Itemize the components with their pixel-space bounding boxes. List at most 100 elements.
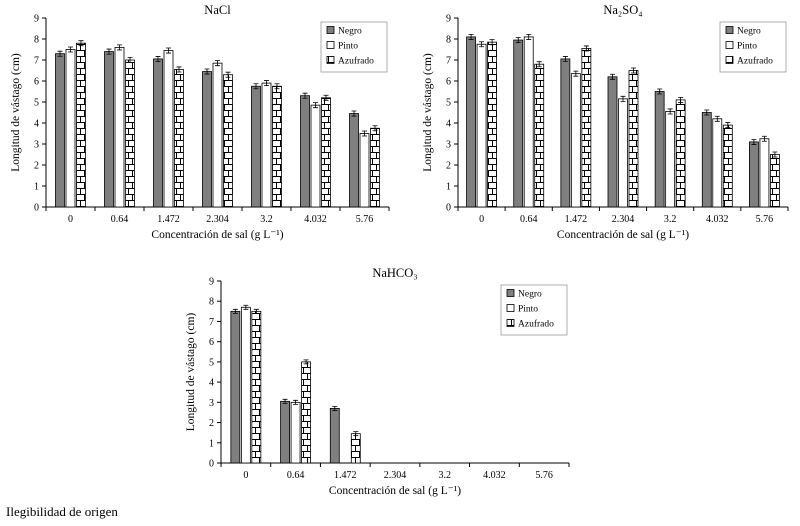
y-tick-label: 8 — [446, 35, 451, 46]
error-bar — [264, 80, 269, 87]
error-bar — [667, 108, 673, 115]
bar-negro — [701, 112, 712, 208]
legend-swatch-pinto — [326, 41, 335, 49]
bar-negro — [300, 95, 310, 208]
x-tick-label: 0.64 — [287, 470, 305, 481]
error-bar — [176, 66, 182, 73]
y-tick-label: 0 — [34, 203, 39, 214]
error-bar — [610, 73, 615, 80]
y-tick-label: 2 — [446, 161, 451, 172]
bar-azufrado — [272, 85, 282, 208]
legend-label: Pinto — [737, 42, 757, 52]
bar-negro — [230, 310, 241, 464]
error-bar — [772, 151, 778, 158]
x-tick-label: 1.472 — [334, 470, 357, 481]
error-bar — [351, 110, 357, 117]
x-axis-label: Concentración de sal (g L⁻¹) — [151, 229, 283, 241]
error-bar — [657, 88, 663, 95]
legend-label: Pinto — [518, 305, 538, 315]
error-bar — [155, 56, 161, 62]
bar-pinto — [261, 82, 272, 208]
y-tick-label: 3 — [446, 140, 451, 151]
y-tick-label: 0 — [446, 203, 451, 214]
y-tick-label: 3 — [34, 140, 39, 151]
error-bar — [714, 115, 720, 122]
error-bar — [302, 92, 308, 99]
error-bar — [225, 71, 231, 78]
error-bar — [583, 45, 589, 52]
error-bar — [332, 405, 338, 411]
bar-pinto — [712, 118, 723, 208]
y-axis-label: Longitud de vástago (cm) — [10, 53, 22, 172]
error-bar — [68, 46, 73, 53]
error-bar — [704, 109, 710, 116]
bar-azufrado — [350, 433, 361, 464]
error-bar — [536, 61, 542, 68]
y-tick-label: 2 — [209, 418, 214, 429]
y-axis-label: Longitud de vástago (cm) — [185, 313, 197, 432]
y-tick-label: 9 — [209, 277, 214, 288]
legend-label: Pinto — [338, 42, 358, 52]
y-tick-label: 2 — [34, 161, 39, 172]
bar-negro — [55, 53, 65, 208]
error-bar — [232, 308, 238, 314]
y-tick-label: 9 — [34, 14, 39, 25]
chart-na2so4: 0 1 2 3 4 5 6 7 8 9 Na₂SO₄ 0 0.64 1.472 2.304 3.2 4.032 5… — [420, 2, 792, 247]
chart-svg: 0 1 2 3 4 5 6 7 8 9 Na₂SO₄ 0 0.64 1.472 2.304 3.2 4.032 5… — [422, 3, 789, 241]
x-tick-label: 5.76 — [356, 214, 374, 225]
error-bar — [243, 304, 249, 310]
bar-azufrado — [370, 127, 380, 208]
bar-azufrado — [722, 124, 733, 208]
x-tick-label: 5.76 — [535, 470, 553, 481]
bar-negro — [513, 39, 524, 208]
bar-negro — [329, 407, 340, 464]
bar-negro — [466, 36, 476, 208]
error-bar — [372, 125, 378, 132]
error-bar — [353, 431, 359, 437]
error-bar — [362, 130, 367, 137]
bar-azufrado — [487, 41, 497, 208]
y-tick-label: 6 — [34, 77, 39, 88]
bar-azufrado — [581, 48, 592, 208]
legend-label: Negro — [518, 290, 542, 300]
figure-caption: Ilegibilidad de origen — [6, 504, 118, 519]
error-bar — [293, 399, 299, 405]
bar-pinto — [570, 73, 581, 208]
error-bar — [78, 40, 84, 47]
legend-swatch-azufrado — [326, 56, 335, 64]
error-bar — [127, 57, 133, 63]
x-axis-label: Concentración de sal (g L⁻¹) — [557, 229, 689, 241]
x-tick-label: 4.032 — [304, 214, 327, 225]
x-tick-label: 3.2 — [260, 214, 273, 225]
y-tick-label: 1 — [34, 182, 39, 193]
y-tick-label: 6 — [446, 77, 451, 88]
error-bar — [253, 308, 259, 314]
y-tick-label: 4 — [34, 119, 39, 130]
bar-negro — [202, 71, 212, 208]
y-tick-label: 0 — [209, 459, 214, 470]
bar-pinto — [212, 62, 223, 208]
bar-azufrado — [534, 63, 545, 208]
x-tick-label: 3.2 — [664, 214, 677, 225]
error-bar — [725, 122, 731, 129]
bar-azufrado — [628, 70, 639, 208]
legend-label: Negro — [737, 27, 761, 37]
y-tick-label: 4 — [446, 119, 451, 130]
error-bar — [515, 37, 521, 43]
chart-svg: 0 1 2 3 4 5 6 7 8 9 NaHCO₃ 0 0.64 1.472 2.304 3.2 4.032 5… — [185, 266, 570, 497]
legend-swatch-pinto — [725, 41, 734, 49]
bar-azufrado — [174, 69, 184, 208]
bar-azufrado — [301, 361, 311, 464]
y-tick-label: 8 — [34, 35, 39, 46]
legend-swatch-pinto — [506, 304, 515, 312]
legend-label: Negro — [338, 27, 362, 37]
bar-pinto — [476, 43, 487, 208]
legend-label: Azufrado — [737, 56, 773, 67]
error-bar — [562, 56, 568, 62]
chart-nahco3: 0 1 2 3 4 5 6 7 8 9 NaHCO₃ 0 0.64 1.472 2.304 3.2 4.032 5… — [183, 265, 573, 503]
x-tick-label: 4.032 — [706, 214, 729, 225]
bar-negro — [749, 141, 759, 208]
bar-azufrado — [223, 74, 233, 208]
legend-label: Azufrado — [518, 319, 554, 330]
